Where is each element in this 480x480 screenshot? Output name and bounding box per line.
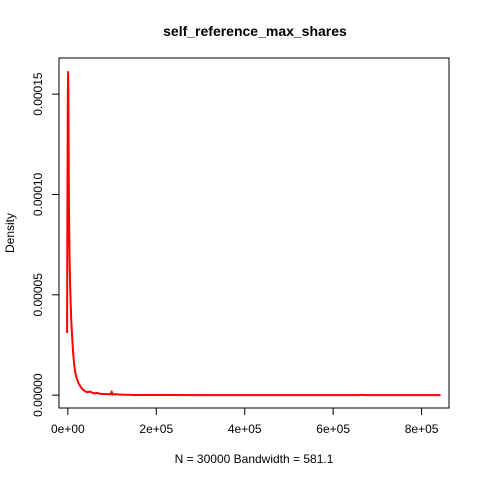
chart-title: self_reference_max_shares: [163, 23, 347, 39]
y-tick-label: 0.00015: [31, 72, 45, 116]
series-layer: [66, 71, 441, 397]
x-axis: 0e+00 2e+05 4e+05 6e+05 8e+05: [51, 407, 439, 436]
density-curve: [66, 71, 441, 397]
x-axis-label: N = 30000 Bandwidth = 581.1: [175, 452, 334, 466]
y-tick-label: 0.00005: [31, 273, 45, 317]
plot-frame: [58, 57, 450, 409]
y-tick-label: 0.00010: [31, 172, 45, 216]
x-tick-label: 8e+05: [405, 422, 439, 436]
y-axis-label: Density: [3, 213, 17, 253]
y-tick-label: 0.00000: [31, 373, 45, 417]
x-tick-label: 0e+00: [51, 422, 85, 436]
x-tick-label: 2e+05: [139, 422, 173, 436]
x-tick-label: 6e+05: [316, 422, 350, 436]
y-axis: 0.00000 0.00005 0.00010 0.00015: [31, 72, 60, 417]
x-tick-label: 4e+05: [228, 422, 262, 436]
